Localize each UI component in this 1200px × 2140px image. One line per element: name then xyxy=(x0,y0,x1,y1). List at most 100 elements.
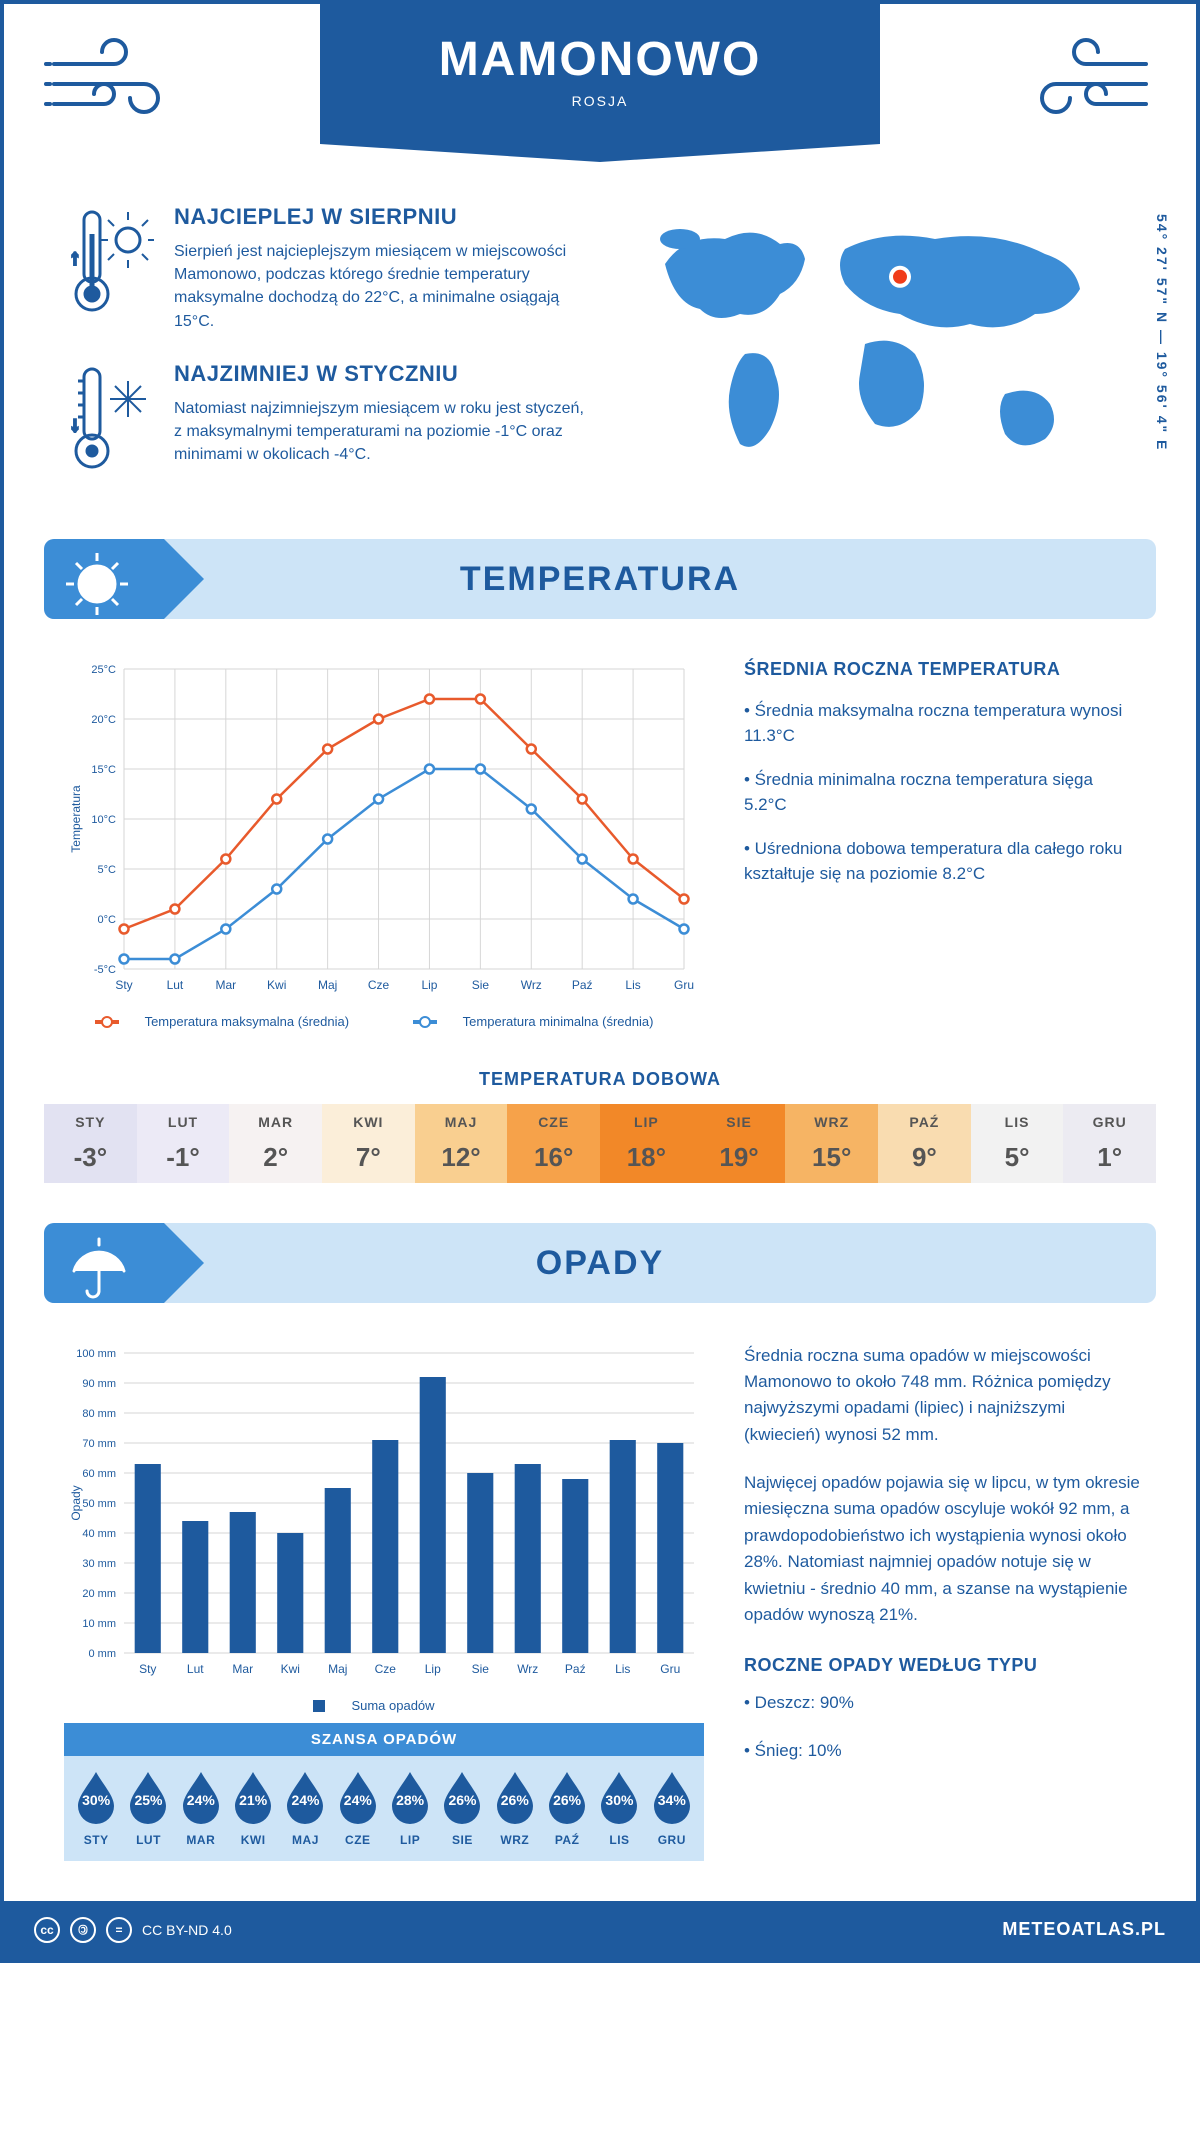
daily-temp-cell: LUT-1° xyxy=(137,1104,230,1183)
svg-text:Sie: Sie xyxy=(472,978,490,992)
temperature-title: TEMPERATURA xyxy=(44,539,1156,619)
precip-chance-drop: 34%GRU xyxy=(646,1770,698,1847)
svg-text:Maj: Maj xyxy=(328,1662,347,1676)
svg-text:10°C: 10°C xyxy=(91,814,116,826)
svg-text:Wrz: Wrz xyxy=(517,1662,538,1676)
annual-bullet: • Średnia maksymalna roczna temperatura … xyxy=(744,698,1136,749)
svg-text:Mar: Mar xyxy=(232,1662,253,1676)
svg-text:Maj: Maj xyxy=(318,978,337,992)
precip-legend-label: Suma opadów xyxy=(351,1698,434,1713)
svg-text:15°C: 15°C xyxy=(91,764,116,776)
svg-text:100 mm: 100 mm xyxy=(76,1348,116,1360)
precip-type-title: ROCZNE OPADY WEDŁUG TYPU xyxy=(744,1652,1146,1680)
precip-type-item: • Śnieg: 10% xyxy=(744,1738,1146,1764)
svg-text:Sty: Sty xyxy=(139,1662,156,1676)
daily-temp-cell: GRU1° xyxy=(1063,1104,1156,1183)
svg-text:30 mm: 30 mm xyxy=(82,1558,116,1570)
svg-text:↓: ↓ xyxy=(70,414,80,436)
temperature-chart: -5°C0°C5°C10°C15°C20°C25°CStyLutMarKwiMa… xyxy=(64,659,704,1029)
precip-chance-drop: 24%MAR xyxy=(175,1770,227,1847)
svg-text:Sie: Sie xyxy=(472,1662,490,1676)
svg-text:10 mm: 10 mm xyxy=(82,1618,116,1630)
daily-temp-title: TEMPERATURA DOBOWA xyxy=(4,1069,1196,1090)
precip-chance-drop: 26%PAŹ xyxy=(541,1770,593,1847)
svg-text:Kwi: Kwi xyxy=(281,1662,300,1676)
daily-temp-cell: WRZ15° xyxy=(785,1104,878,1183)
hottest-title: NAJCIEPLEJ W SIERPNIU xyxy=(174,204,584,230)
svg-text:Wrz: Wrz xyxy=(521,978,542,992)
nd-icon: = xyxy=(106,1917,132,1943)
svg-text:Sty: Sty xyxy=(115,978,132,992)
intro-text-column: ↑ NAJCIEPLEJ W SIERPNIU Sierpień jest na… xyxy=(64,204,584,509)
svg-text:Mar: Mar xyxy=(215,978,236,992)
precip-summary: Średnia roczna suma opadów w miejscowośc… xyxy=(744,1343,1146,1448)
hottest-body: Sierpień jest najcieplejszym miesiącem w… xyxy=(174,240,584,333)
temperature-body: -5°C0°C5°C10°C15°C20°C25°CStyLutMarKwiMa… xyxy=(4,619,1196,1049)
temperature-stats: ŚREDNIA ROCZNA TEMPERATURA • Średnia mak… xyxy=(744,659,1136,1029)
precip-chance-drop: 21%KWI xyxy=(227,1770,279,1847)
coordinates: 54° 27' 57" N — 19° 56' 4" E xyxy=(1154,214,1170,451)
svg-text:0°C: 0°C xyxy=(98,914,117,926)
svg-text:90 mm: 90 mm xyxy=(82,1378,116,1390)
precip-chance-drop: 24%CZE xyxy=(332,1770,384,1847)
svg-text:40 mm: 40 mm xyxy=(82,1528,116,1540)
country-name: ROSJA xyxy=(320,93,880,109)
daily-temp-cell: LIP18° xyxy=(600,1104,693,1183)
world-map-box: 54° 27' 57" N — 19° 56' 4" E xyxy=(614,204,1136,509)
annual-bullet: • Uśredniona dobowa temperatura dla całe… xyxy=(744,836,1136,887)
svg-text:Lip: Lip xyxy=(421,978,437,992)
temperature-section-bar: TEMPERATURA xyxy=(44,539,1156,619)
svg-text:Gru: Gru xyxy=(674,978,694,992)
daily-temp-cell: KWI7° xyxy=(322,1104,415,1183)
license-block: cc 🄯 = CC BY-ND 4.0 xyxy=(34,1917,232,1943)
svg-text:Lut: Lut xyxy=(187,1662,204,1676)
by-icon: 🄯 xyxy=(70,1917,96,1943)
svg-text:Temperatura: Temperatura xyxy=(69,785,83,853)
footer: cc 🄯 = CC BY-ND 4.0 METEOATLAS.PL xyxy=(4,1901,1196,1959)
svg-text:Lut: Lut xyxy=(167,978,184,992)
precip-chance-drop: 28%LIP xyxy=(384,1770,436,1847)
svg-text:70 mm: 70 mm xyxy=(82,1438,116,1450)
legend-max: Temperatura maksymalna (średnia) xyxy=(145,1014,349,1029)
header: MAMONOWO ROSJA xyxy=(4,4,1196,184)
svg-text:Lip: Lip xyxy=(425,1662,441,1676)
svg-text:25°C: 25°C xyxy=(91,664,116,676)
daily-temp-cell: LIS5° xyxy=(971,1104,1064,1183)
svg-text:Gru: Gru xyxy=(660,1662,680,1676)
daily-temp-cell: MAR2° xyxy=(229,1104,322,1183)
coldest-block: ↓ NAJZIMNIEJ W STYCZNIU Natomiast najzim… xyxy=(64,361,584,481)
precip-bar-chart: 0 mm10 mm20 mm30 mm40 mm50 mm60 mm70 mm8… xyxy=(64,1343,704,1683)
precip-body: 0 mm10 mm20 mm30 mm40 mm50 mm60 mm70 mm8… xyxy=(4,1303,1196,1881)
svg-text:60 mm: 60 mm xyxy=(82,1468,116,1480)
coldest-body: Natomiast najzimniejszym miesiącem w rok… xyxy=(174,397,584,467)
thermometer-snow-icon: ↓ xyxy=(64,361,154,481)
svg-text:-5°C: -5°C xyxy=(94,964,116,976)
annual-temp-title: ŚREDNIA ROCZNA TEMPERATURA xyxy=(744,659,1136,680)
daily-temp-cell: STY-3° xyxy=(44,1104,137,1183)
wind-icon xyxy=(1016,34,1156,134)
precip-chance-panel: SZANSA OPADÓW 30%STY25%LUT24%MAR21%KWI24… xyxy=(64,1723,704,1861)
precip-type-item: • Deszcz: 90% xyxy=(744,1690,1146,1716)
daily-temp-cell: PAŹ9° xyxy=(878,1104,971,1183)
svg-text:↑: ↑ xyxy=(70,247,80,269)
precip-chance-drop: 26%WRZ xyxy=(489,1770,541,1847)
daily-temp-grid: STY-3°LUT-1°MAR2°KWI7°MAJ12°CZE16°LIP18°… xyxy=(44,1104,1156,1183)
brand-name: METEOATLAS.PL xyxy=(1002,1919,1166,1940)
page: MAMONOWO ROSJA ↑ xyxy=(0,0,1200,1963)
precip-legend: Suma opadów xyxy=(64,1698,704,1713)
wind-icon xyxy=(44,34,184,134)
coldest-title: NAJZIMNIEJ W STYCZNIU xyxy=(174,361,584,387)
svg-text:20°C: 20°C xyxy=(91,714,116,726)
legend-min: Temperatura minimalna (średnia) xyxy=(463,1014,654,1029)
svg-text:Cze: Cze xyxy=(368,978,390,992)
svg-text:0 mm: 0 mm xyxy=(89,1648,117,1660)
svg-text:Lis: Lis xyxy=(615,1662,630,1676)
license-text: CC BY-ND 4.0 xyxy=(142,1922,232,1938)
svg-text:Lis: Lis xyxy=(625,978,640,992)
svg-text:Kwi: Kwi xyxy=(267,978,286,992)
annual-bullet: • Średnia minimalna roczna temperatura s… xyxy=(744,767,1136,818)
precip-chance-drop: 26%SIE xyxy=(436,1770,488,1847)
world-map-icon xyxy=(614,204,1136,484)
precip-detail: Najwięcej opadów pojawia się w lipcu, w … xyxy=(744,1470,1146,1628)
thermometer-sun-icon: ↑ xyxy=(64,204,154,324)
